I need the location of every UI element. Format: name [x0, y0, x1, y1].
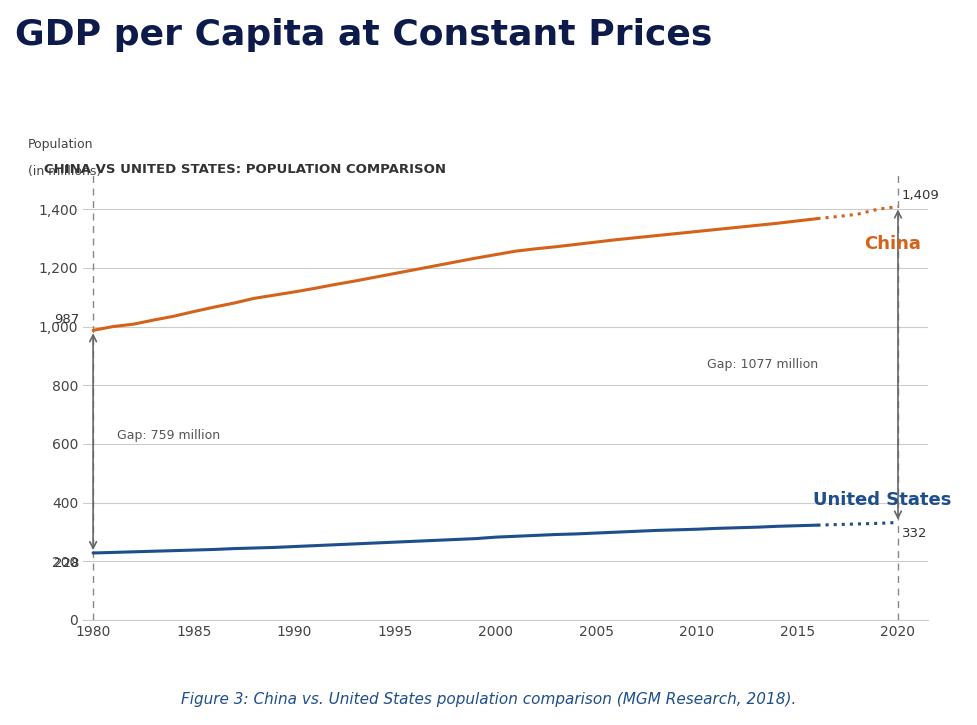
Text: 228: 228	[54, 558, 79, 571]
Text: Figure 3: China vs. United States population comparison (MGM Research, 2018).: Figure 3: China vs. United States popula…	[181, 692, 796, 707]
Text: Population: Population	[28, 138, 94, 152]
Text: 1,409: 1,409	[902, 189, 940, 202]
Text: (in millions): (in millions)	[28, 165, 102, 178]
Text: Gap: 1077 million: Gap: 1077 million	[706, 358, 818, 371]
Text: Gap: 759 million: Gap: 759 million	[117, 428, 221, 442]
Text: GDP per Capita at Constant Prices: GDP per Capita at Constant Prices	[15, 18, 712, 52]
Text: CHINA VS UNITED STATES: POPULATION COMPARISON: CHINA VS UNITED STATES: POPULATION COMPA…	[44, 163, 446, 176]
Text: 332: 332	[902, 527, 927, 540]
Text: 987: 987	[54, 313, 79, 326]
Text: United States: United States	[814, 491, 952, 509]
Text: China: China	[864, 236, 920, 254]
